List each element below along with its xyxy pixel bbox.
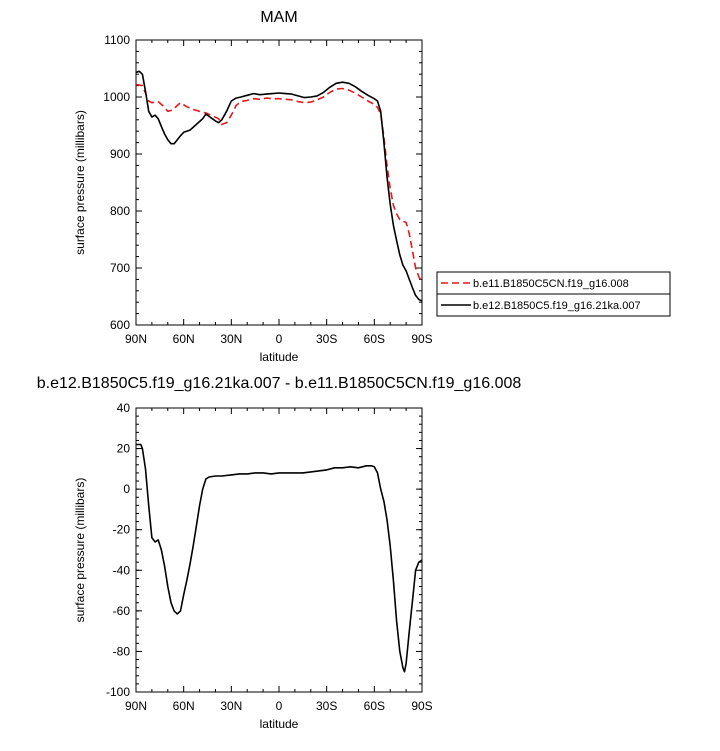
plot-frame [135, 39, 423, 326]
x-tick-label: 90N [125, 332, 147, 346]
x-tick-label: 30S [316, 699, 337, 713]
series-line-0 [135, 83, 423, 283]
x-tick-label: 30N [220, 332, 242, 346]
top-panel: MAM 90N 60N 30N 0 30S 60S 90S 600 700 800 900 1000 11… [73, 9, 433, 364]
x-tick-label: 60S [364, 699, 385, 713]
y-tick-label: -100 [106, 685, 130, 699]
x-tick-label: 0 [276, 332, 283, 346]
legend-label: b.e12.B1850C5.f19_g16.21ka.007 [473, 300, 641, 312]
y-tick-label: 900 [110, 147, 130, 161]
x-axis-label: latitude [260, 350, 299, 364]
y-tick-label: -20 [113, 523, 131, 537]
x-tick-label: 60N [173, 332, 195, 346]
y-tick-label: 600 [110, 318, 130, 332]
chart-title: b.e12.B1850C5.f19_g16.21ka.007 - b.e11.B… [37, 375, 522, 392]
plot-frame [135, 407, 423, 693]
x-tick-label: 90S [411, 332, 432, 346]
x-tick-label: 60S [364, 332, 385, 346]
y-axis-label: surface pressure (millibars) [73, 478, 87, 623]
y-tick-label: 700 [110, 261, 130, 275]
x-tick-label: 30N [220, 699, 242, 713]
x-tick-label: 30S [316, 332, 337, 346]
y-tick-label: 1100 [104, 33, 130, 47]
series-line-0 [136, 443, 423, 673]
x-tick-label: 90N [125, 699, 147, 713]
y-tick-label: -80 [113, 644, 131, 658]
x-tick-label: 60N [173, 699, 195, 713]
chart-title: MAM [260, 9, 297, 26]
bottom-panel: b.e12.B1850C5.f19_g16.21ka.007 - b.e11.B… [37, 375, 522, 731]
y-axis-label: surface pressure (millibars) [73, 110, 87, 255]
y-tick-label: 20 [117, 442, 131, 456]
legend-label: b.e11.B1850C5CN.f19_g16.008 [473, 278, 629, 290]
y-tick-label: 800 [110, 204, 130, 218]
y-tick-label: 1000 [103, 90, 130, 104]
y-tick-label: 40 [117, 401, 131, 415]
y-tick-label: 0 [123, 482, 130, 496]
series-line-1 [135, 70, 423, 302]
x-tick-label: 0 [276, 699, 283, 713]
x-tick-label: 90S [411, 699, 432, 713]
x-axis-label: latitude [260, 717, 299, 731]
y-tick-label: -60 [113, 604, 131, 618]
y-tick-label: -40 [113, 563, 131, 577]
legend: b.e11.B1850C5CN.f19_g16.008 b.e12.B1850C5… [436, 271, 671, 317]
